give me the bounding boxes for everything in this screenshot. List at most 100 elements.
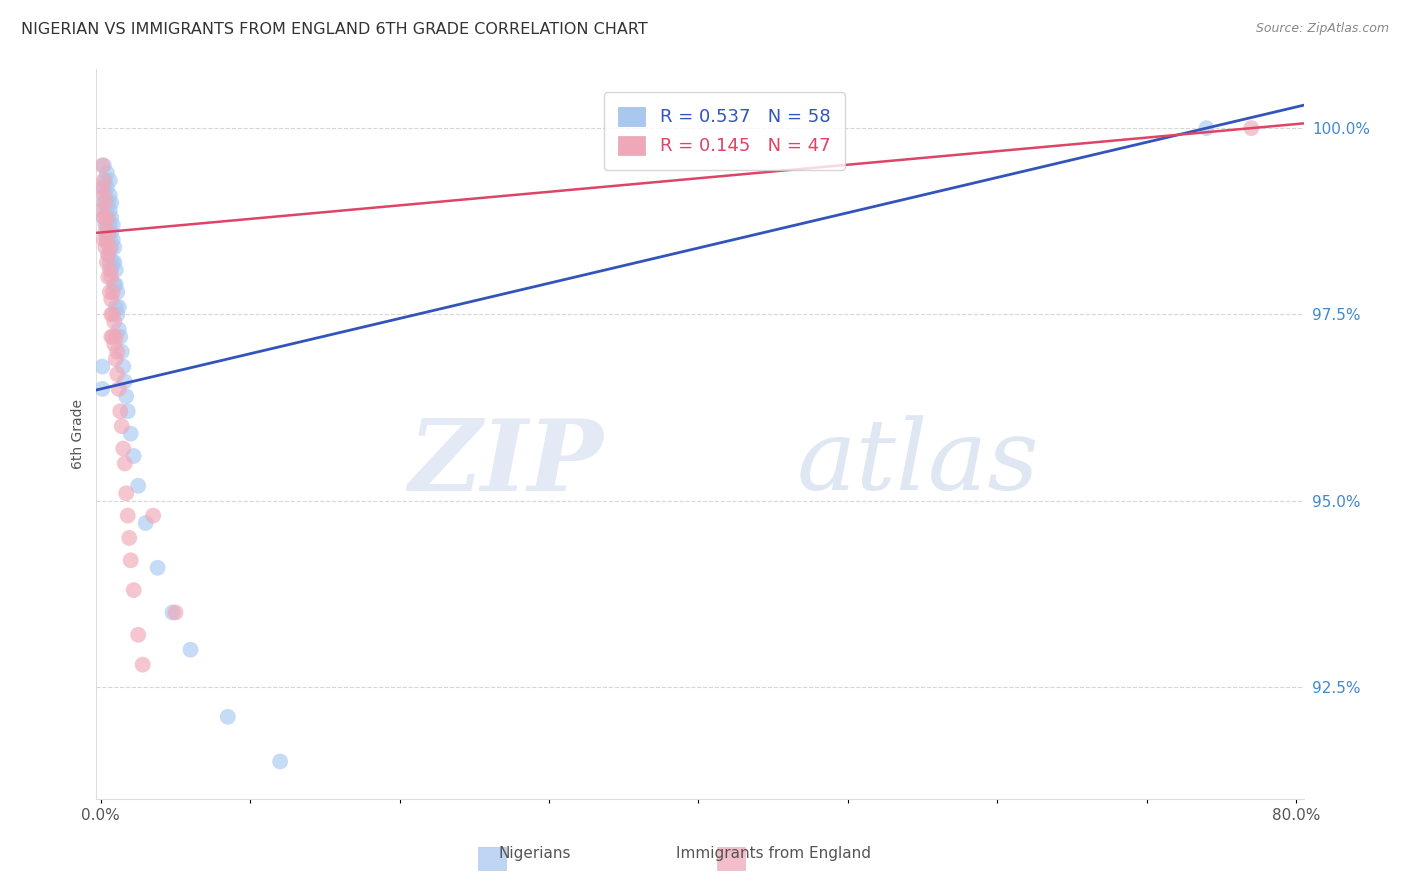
Point [101,330,124,344]
Point [179,642,201,657]
Point [1195,121,1218,136]
Point [96,211,118,225]
Text: NIGERIAN VS IMMIGRANTS FROM ENGLAND 6TH GRADE CORRELATION CHART: NIGERIAN VS IMMIGRANTS FROM ENGLAND 6TH … [21,22,648,37]
Point [100,330,122,344]
Point [104,300,127,314]
Point [104,262,127,277]
Point [94,195,117,210]
Text: Immigrants from England: Immigrants from England [676,846,870,861]
Point [120,426,142,441]
Point [98,240,121,254]
Point [112,442,135,456]
Text: Source: ZipAtlas.com: Source: ZipAtlas.com [1256,22,1389,36]
Point [104,277,127,292]
Point [93,158,115,172]
Point [93,233,115,247]
Point [94,218,117,232]
Point [93,180,115,194]
Point [101,218,124,232]
Point [100,240,122,254]
Point [94,226,117,240]
Point [101,233,124,247]
Point [103,337,125,351]
Point [96,218,118,232]
Point [91,382,114,396]
Point [97,211,120,225]
Point [100,270,122,285]
Point [127,479,149,493]
Point [100,293,122,307]
Point [101,285,124,299]
Point [97,248,120,262]
Point [131,657,153,672]
Point [101,307,124,321]
Point [162,606,184,620]
Point [105,344,128,359]
Point [97,226,120,240]
Point [91,158,114,172]
Text: Nigerians: Nigerians [498,846,571,861]
Point [93,188,115,202]
Point [93,173,115,187]
Point [115,486,138,500]
Point [107,382,129,396]
Point [122,449,145,463]
Point [96,255,118,269]
Point [97,226,120,240]
Point [127,628,149,642]
Point [115,389,138,403]
Point [98,218,121,232]
Point [98,255,121,269]
Point [96,166,118,180]
Point [103,277,125,292]
Point [91,180,114,194]
Point [120,553,142,567]
Point [142,508,165,523]
Point [110,330,132,344]
Point [269,755,291,769]
Point [103,255,125,269]
Point [94,240,117,254]
Point [94,203,117,218]
Point [94,188,117,202]
Point [111,344,134,359]
Point [112,359,135,374]
Point [98,203,121,218]
Point [105,285,128,299]
Point [93,195,115,210]
Point [165,606,187,620]
Point [104,352,127,367]
Text: ZIP: ZIP [408,415,603,511]
Point [98,233,121,247]
Point [217,710,239,724]
Point [117,508,139,523]
Point [114,457,136,471]
Point [96,233,118,247]
Text: atlas: atlas [797,415,1039,510]
Point [93,211,115,225]
Point [91,359,114,374]
Point [97,270,120,285]
Point [100,211,122,225]
Point [100,195,122,210]
Point [96,180,118,194]
Point [100,226,122,240]
Point [105,367,128,381]
Point [98,173,121,187]
Point [1240,121,1263,136]
Point [110,404,132,418]
Point [103,240,125,254]
Point [107,322,129,336]
Point [103,315,125,329]
Point [98,188,121,202]
Point [146,561,169,575]
Point [93,211,115,225]
Point [96,233,118,247]
Point [122,583,145,598]
Point [101,255,124,269]
Legend: R = 0.537   N = 58, R = 0.145   N = 47: R = 0.537 N = 58, R = 0.145 N = 47 [603,92,845,169]
Point [107,300,129,314]
Point [100,307,122,321]
Point [91,203,114,218]
Point [100,262,122,277]
